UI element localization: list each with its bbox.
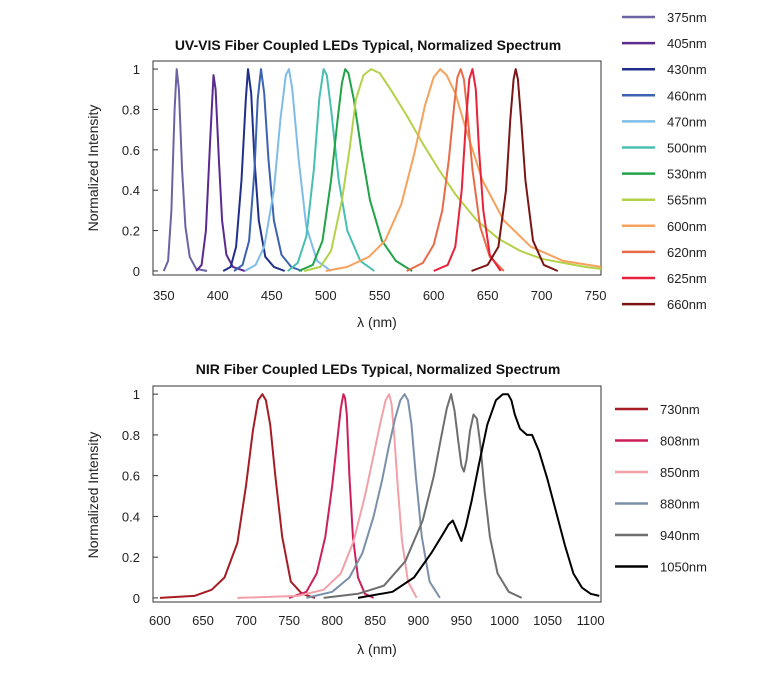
uvvis-series-460nm <box>233 68 303 272</box>
nir-y-tick-label: 0.8 <box>122 428 140 443</box>
nir-plot-area <box>152 385 602 603</box>
uvvis-x-ticks: 350 400 450 500 550 600 650 700 750 <box>153 288 607 303</box>
nir-legend-label: 1050nm <box>660 560 707 575</box>
uvvis-series-lines <box>162 68 602 272</box>
uvvis-x-tick-label: 600 <box>423 288 445 303</box>
uvvis-x-tick-label: 700 <box>531 288 553 303</box>
nir-series-880nm <box>306 393 441 599</box>
nir-y-ticks: 0 0.2 0.4 0.6 0.8 1 <box>122 387 158 606</box>
uvvis-series-565nm <box>303 68 602 272</box>
uvvis-legend-label: 600nm <box>667 219 707 234</box>
nir-legend-label: 808nm <box>660 434 700 449</box>
nir-x-tick-label: 1050 <box>533 613 562 628</box>
uvvis-x-tick-label: 400 <box>207 288 229 303</box>
uvvis-legend-label: 460nm <box>667 88 707 103</box>
nir-series-lines <box>159 393 600 599</box>
nir-x-tick-label: 950 <box>451 613 473 628</box>
nir-title: NIR Fiber Coupled LEDs Typical, Normaliz… <box>196 361 561 377</box>
uvvis-plot-area <box>152 60 602 276</box>
nir-legend-label: 730nm <box>660 402 700 417</box>
uvvis-x-tick-label: 750 <box>585 288 607 303</box>
uvvis-x-tick-label: 650 <box>477 288 499 303</box>
uvvis-legend-label: 500nm <box>667 141 707 156</box>
nir-x-axis-label: λ (nm) <box>357 641 397 657</box>
uvvis-series-430nm <box>222 68 286 272</box>
uvvis-series-620nm <box>406 68 505 272</box>
nir-x-tick-label: 850 <box>364 613 386 628</box>
nir-legend-label: 880nm <box>660 497 700 512</box>
nir-series-940nm <box>323 393 523 599</box>
uvvis-series-530nm <box>298 68 413 272</box>
uvvis-legend-label: 565nm <box>667 193 707 208</box>
nir-legend-label: 940nm <box>660 528 700 543</box>
uvvis-x-tick-label: 500 <box>315 288 337 303</box>
uvvis-y-tick-label: 0.2 <box>122 224 140 239</box>
uvvis-series-660nm <box>471 68 559 272</box>
uvvis-series-500nm <box>287 68 375 272</box>
nir-x-ticks: 600 650 700 750 800 850 900 950 1000 1050 1100 <box>149 613 605 628</box>
nir-x-tick-label: 800 <box>321 613 343 628</box>
nir-y-tick-label: 0.6 <box>122 469 140 484</box>
nir-y-tick-label: 0.4 <box>122 509 140 524</box>
nir-series-850nm <box>237 393 418 599</box>
uvvis-series-405nm <box>195 74 246 272</box>
nir-x-tick-label: 600 <box>149 613 171 628</box>
nir-x-tick-label: 650 <box>192 613 214 628</box>
nir-y-axis-label: Normalized Intensity <box>85 432 101 559</box>
nir-x-tick-label: 1100 <box>577 613 605 628</box>
uvvis-x-axis-label: λ (nm) <box>357 314 397 330</box>
uvvis-legend-label: 405nm <box>667 36 707 51</box>
nir-y-tick-label: 0 <box>133 591 140 606</box>
uvvis-series-375nm <box>162 68 208 272</box>
uvvis-y-tick-label: 1 <box>133 62 140 77</box>
uvvis-legend-label: 620nm <box>667 245 707 260</box>
nir-chart: NIR Fiber Coupled LEDs Typical, Normaliz… <box>85 361 707 657</box>
nir-x-tick-label: 900 <box>408 613 430 628</box>
nir-x-tick-label: 700 <box>235 613 257 628</box>
uvvis-legend-label: 430nm <box>667 62 707 77</box>
uvvis-legend-label: 530nm <box>667 167 707 182</box>
nir-series-1050nm <box>357 393 600 599</box>
nir-series-730nm <box>159 393 316 599</box>
uvvis-y-tick-label: 0.4 <box>122 183 140 198</box>
nir-y-tick-label: 1 <box>133 387 140 402</box>
uvvis-legend-label: 660nm <box>667 297 707 312</box>
nir-y-tick-label: 0.2 <box>122 550 140 565</box>
uvvis-x-tick-label: 550 <box>369 288 391 303</box>
uvvis-y-tick-label: 0 <box>133 264 140 279</box>
uvvis-y-tick-label: 0.8 <box>122 102 140 117</box>
uvvis-y-ticks: 0 0.2 0.4 0.6 0.8 1 <box>122 62 158 279</box>
uvvis-y-axis-label: Normalized Intensity <box>85 105 101 232</box>
uvvis-series-625nm <box>433 68 502 272</box>
uvvis-y-tick-label: 0.6 <box>122 143 140 158</box>
uvvis-x-tick-label: 350 <box>153 288 175 303</box>
nir-x-tick-label: 1000 <box>490 613 519 628</box>
uvvis-chart: UV-VIS Fiber Coupled LEDs Typical, Norma… <box>85 10 707 330</box>
nir-legend: 730nm 808nm 850nm 880nm 940nm 1050nm <box>615 402 707 575</box>
nir-x-tick-label: 750 <box>278 613 300 628</box>
uvvis-title: UV-VIS Fiber Coupled LEDs Typical, Norma… <box>175 37 561 53</box>
uvvis-legend-label: 625nm <box>667 271 707 286</box>
uvvis-legend: 375nm 405nm 430nm 460nm 470nm 500nm 530nm 565nm… <box>622 10 707 312</box>
uvvis-legend-label: 470nm <box>667 114 707 129</box>
uvvis-legend-label: 375nm <box>667 10 707 25</box>
uvvis-x-tick-label: 450 <box>261 288 283 303</box>
uvvis-series-470nm <box>244 68 332 272</box>
uvvis-series-600nm <box>325 68 602 272</box>
nir-legend-label: 850nm <box>660 465 700 480</box>
